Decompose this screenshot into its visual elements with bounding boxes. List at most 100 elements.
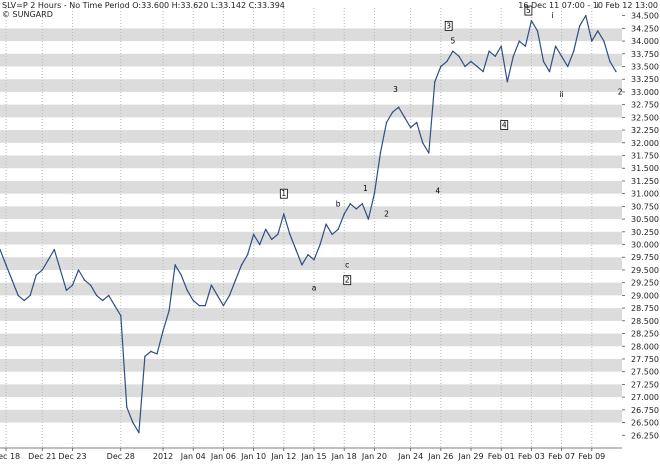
price-point xyxy=(343,213,345,215)
y-tick-label: 33.250 xyxy=(631,75,659,84)
price-point xyxy=(277,233,279,236)
price-point xyxy=(138,432,140,434)
wave-label: a xyxy=(312,283,317,292)
x-tick-label: Feb 09 xyxy=(578,452,605,461)
price-point xyxy=(228,294,231,297)
y-tick-label: 26.250 xyxy=(631,431,659,440)
x-tick-label: Jan 26 xyxy=(427,452,453,461)
grid-band xyxy=(0,282,622,296)
grid-band xyxy=(0,180,622,194)
price-point xyxy=(349,203,351,205)
wave-label: 1 xyxy=(363,184,368,193)
wave-label: 4 xyxy=(435,187,440,196)
grid-band xyxy=(0,206,622,220)
wave-label: c xyxy=(345,260,349,269)
price-point xyxy=(554,45,557,47)
wave-label-box xyxy=(279,188,288,199)
price-point xyxy=(506,81,508,83)
price-point xyxy=(566,65,569,68)
price-point xyxy=(560,55,563,58)
price-point xyxy=(5,264,7,266)
wave-label-box xyxy=(343,275,352,286)
grid-band xyxy=(0,104,622,118)
price-point xyxy=(536,30,539,32)
wave-label: i xyxy=(552,11,554,20)
wave-label: 5 xyxy=(526,6,531,15)
grid-band xyxy=(0,409,622,423)
x-tick-label: Dec 21 xyxy=(28,452,56,461)
price-point xyxy=(422,142,424,144)
price-point xyxy=(156,353,158,355)
price-point xyxy=(89,284,92,286)
price-point xyxy=(409,126,412,129)
price-point xyxy=(168,309,170,312)
y-tick-label: 33.000 xyxy=(631,88,659,97)
y-tick-label: 32.250 xyxy=(631,126,659,135)
price-point xyxy=(331,233,333,236)
price-point xyxy=(319,243,321,246)
wave-label: 2 xyxy=(384,210,389,219)
price-point xyxy=(265,228,267,230)
price-point xyxy=(428,152,430,154)
y-tick-label: 29.000 xyxy=(631,291,659,300)
wave-label: 1 xyxy=(281,189,286,198)
price-point xyxy=(440,65,442,68)
y-tick-label: 29.500 xyxy=(631,266,659,275)
price-point xyxy=(216,294,219,297)
price-point xyxy=(222,304,225,307)
grid-band xyxy=(0,53,622,67)
price-point xyxy=(23,299,25,302)
price-point xyxy=(174,264,176,266)
wave-label: 5 xyxy=(451,37,456,46)
price-point xyxy=(289,233,291,236)
price-point xyxy=(494,55,496,58)
grid-band xyxy=(0,358,622,372)
price-point xyxy=(464,65,466,68)
x-tick-label: Jan 06 xyxy=(210,452,236,461)
y-tick-label: 27.250 xyxy=(631,380,659,389)
price-point xyxy=(186,289,188,292)
price-point xyxy=(11,279,13,281)
wave-label: 3 xyxy=(446,21,451,30)
price-point xyxy=(198,304,200,307)
price-point xyxy=(367,218,370,220)
price-point xyxy=(35,274,37,276)
wave-label: 4 xyxy=(502,121,507,130)
price-point xyxy=(379,152,382,154)
y-tick-label: 34.000 xyxy=(631,37,659,46)
price-point xyxy=(488,50,490,52)
price-point xyxy=(361,203,364,205)
y-tick-label: 30.750 xyxy=(631,202,659,211)
x-tick-label: Feb 07 xyxy=(548,452,575,461)
price-point xyxy=(572,50,575,52)
y-tick-label: 28.000 xyxy=(631,342,659,351)
y-tick-label: 29.250 xyxy=(631,279,659,288)
price-point xyxy=(452,50,454,52)
price-point xyxy=(585,14,587,17)
price-point xyxy=(95,294,98,297)
price-point xyxy=(313,259,315,261)
price-point xyxy=(524,45,527,47)
grid-band xyxy=(0,231,622,245)
price-point xyxy=(337,228,339,230)
wave-label: b xyxy=(336,199,341,208)
y-tick-label: 31.750 xyxy=(631,152,659,161)
grid-band xyxy=(0,308,622,321)
x-tick-label: Dec 28 xyxy=(107,452,135,461)
price-point xyxy=(192,299,194,302)
y-tick-label: 30.250 xyxy=(631,228,659,237)
price-point xyxy=(204,304,207,307)
price-point xyxy=(71,284,74,286)
wave-label: i xyxy=(597,1,599,10)
y-tick-label: 30.000 xyxy=(631,241,659,250)
y-tick-label: 31.250 xyxy=(631,177,659,186)
price-point xyxy=(325,223,327,225)
price-point xyxy=(470,60,472,63)
price-point xyxy=(0,248,1,251)
y-tick-label: 32.000 xyxy=(631,139,659,148)
price-point xyxy=(180,274,182,276)
symbol-ohlc-line: SLV=P 2 Hours - No Time Period O:33.600 … xyxy=(2,1,285,10)
x-tick-label: Jan 15 xyxy=(300,452,326,461)
price-point xyxy=(126,406,128,409)
price-point xyxy=(458,55,460,58)
